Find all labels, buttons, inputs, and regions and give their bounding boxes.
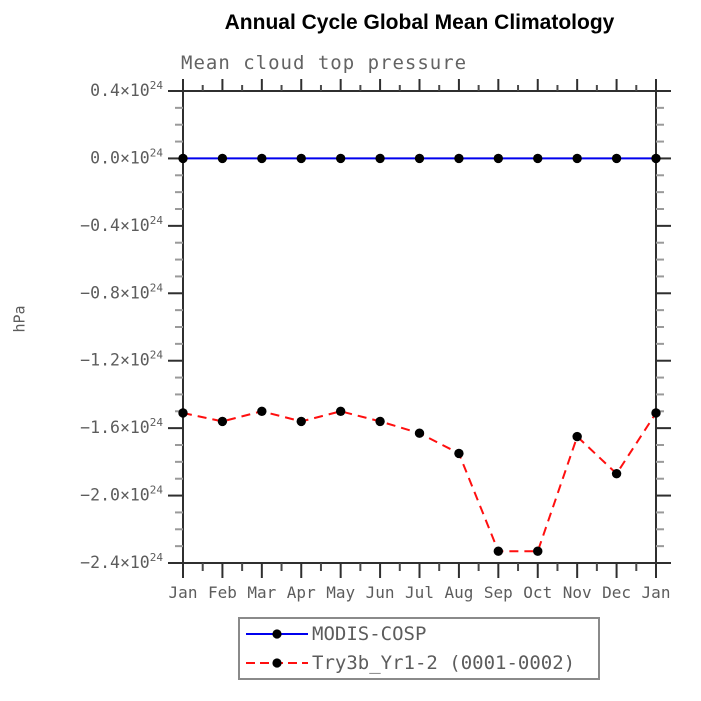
plot-area: 0.4×1024 0.0×1024 −0.4×1024 −0.8×1024 −1.2×1… [80,79,671,602]
chart-title: Annual Cycle Global Mean Climatology [224,11,615,34]
svg-text:−0.8×1024: −0.8×1024 [80,281,163,302]
legend-marker-icon [272,658,282,668]
series-try3b-yr1-2-0001-0002-markers [178,406,661,556]
x-axis-ticks [182,79,657,578]
svg-text:−2.0×1024: −2.0×1024 [80,484,163,505]
svg-text:Jan: Jan [169,583,198,602]
svg-text:Mar: Mar [247,583,276,602]
series-modis-cosp-markers [178,153,661,164]
svg-text:0.4×1024: 0.4×1024 [90,79,163,100]
legend-label-try3b: Try3b_Yr1-2 (0001-0002) [312,651,576,674]
legend-box: MODIS-COSP Try3b_Yr1-2 (0001-0002) [238,617,600,680]
svg-text:Nov: Nov [563,583,592,602]
legend-line-sample-dashed [246,658,308,668]
svg-text:0.0×1024: 0.0×1024 [90,146,163,167]
legend-line-sample-solid [246,629,308,639]
svg-text:Oct: Oct [523,583,552,602]
svg-text:−2.4×1024: −2.4×1024 [80,551,163,572]
svg-text:Jul: Jul [405,583,434,602]
svg-text:Feb: Feb [208,583,237,602]
y-tick-labels: 0.4×1024 0.0×1024 −0.4×1024 −0.8×1024 −1.2×1… [80,79,163,572]
x-tick-labels: Jan Feb Mar Apr May Jun Jul Aug Sep Oct Nov Dec Jan [169,583,671,602]
svg-text:Apr: Apr [287,583,316,602]
svg-text:−0.4×1024: −0.4×1024 [80,214,163,235]
svg-text:Jun: Jun [366,583,395,602]
legend-label-modis-cosp: MODIS-COSP [312,623,427,646]
chart-subtitle: Mean cloud top pressure [181,52,468,74]
svg-text:−1.6×1024: −1.6×1024 [80,416,163,437]
svg-text:Jan: Jan [642,583,671,602]
svg-text:Dec: Dec [602,583,631,602]
svg-text:Sep: Sep [484,583,513,602]
legend-entry-modis-cosp: MODIS-COSP [244,621,598,647]
legend-entry-try3b: Try3b_Yr1-2 (0001-0002) [244,650,598,676]
svg-text:Aug: Aug [444,583,473,602]
svg-text:−1.2×1024: −1.2×1024 [80,349,163,370]
legend-marker-icon [272,629,282,639]
svg-text:May: May [326,583,355,602]
